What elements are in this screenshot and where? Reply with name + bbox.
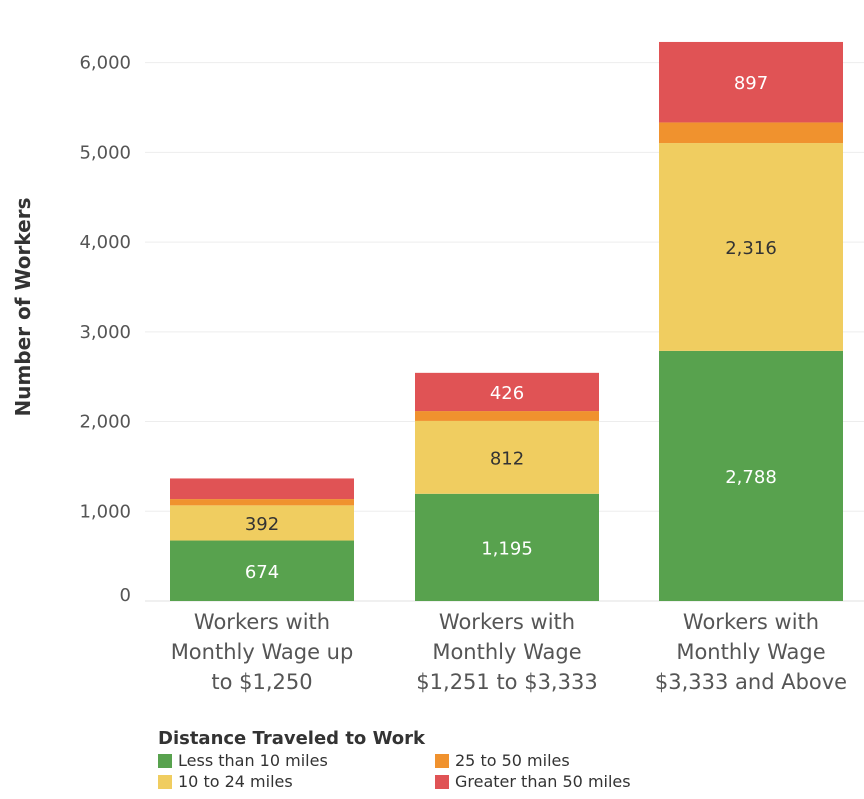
- y-tick-label: 1,000: [79, 501, 131, 522]
- bar-segment: [659, 122, 843, 144]
- bar-segment: [415, 372, 599, 412]
- legend-label: 25 to 50 miles: [455, 751, 570, 770]
- category-label: Monthly Wage up: [171, 640, 354, 664]
- data-label: 897: [734, 73, 768, 94]
- legend-label: Less than 10 miles: [178, 751, 328, 770]
- y-tick-label: 4,000: [79, 232, 131, 253]
- legend-swatch: [158, 753, 172, 768]
- legend-label: 10 to 24 miles: [178, 772, 293, 791]
- data-label: 2,788: [725, 467, 777, 488]
- bar-segment: [659, 41, 843, 123]
- y-tick-label: 2,000: [79, 412, 131, 433]
- bar-segment: [659, 143, 843, 351]
- category-label: $3,333 and Above: [655, 670, 847, 694]
- data-label: 674: [245, 562, 279, 583]
- legend: Distance Traveled to Work Less than 10 m…: [158, 728, 758, 791]
- bar-segment: [659, 350, 843, 601]
- legend-swatch: [158, 774, 172, 789]
- bar-segment: [415, 411, 599, 421]
- category-label: Workers with: [194, 610, 330, 634]
- y-tick-label: 3,000: [79, 322, 131, 343]
- bar-segment: [170, 505, 354, 541]
- legend-item: 25 to 50 miles: [435, 751, 695, 770]
- legend-swatch: [435, 774, 449, 789]
- bar-segment: [170, 499, 354, 506]
- legend-items: Less than 10 miles 25 to 50 miles 10 to 24…: [158, 751, 758, 791]
- y-tick-label: 5,000: [79, 142, 131, 163]
- stacked-bar-chart: 0 1,000 2,000 3,000 4,000 5,000 6,000 Number o…: [11, 41, 864, 694]
- x-axis-categories: Workers with Monthly Wage up to $1,250 Work…: [171, 610, 847, 694]
- data-label: 812: [490, 448, 524, 469]
- category-label: Workers with: [439, 610, 575, 634]
- legend-item: Greater than 50 miles: [435, 772, 695, 791]
- y-axis-ticks: 0 1,000 2,000 3,000 4,000 5,000 6,000: [79, 53, 131, 606]
- bars: 674 392 1,195 812 426 2,788 2,316 897: [170, 41, 843, 601]
- y-tick-label: 0: [120, 585, 131, 606]
- data-label: 392: [245, 514, 279, 535]
- bar-segment: [415, 493, 599, 601]
- bar-segment: [415, 420, 599, 494]
- data-label: 2,316: [725, 238, 777, 259]
- category-label: Monthly Wage: [432, 640, 581, 664]
- category-label: Monthly Wage: [676, 640, 825, 664]
- category-label: $1,251 to $3,333: [416, 670, 597, 694]
- category-label: to $1,250: [211, 670, 312, 694]
- data-label: 426: [490, 383, 524, 404]
- bar-segment: [170, 540, 354, 601]
- legend-item: 10 to 24 miles: [158, 772, 435, 791]
- data-label: 1,195: [481, 538, 533, 559]
- bar-segment: [170, 478, 354, 500]
- y-tick-label: 6,000: [79, 53, 131, 74]
- legend-swatch: [435, 753, 449, 768]
- category-label: Workers with: [683, 610, 819, 634]
- legend-title: Distance Traveled to Work: [158, 728, 425, 749]
- legend-label: Greater than 50 miles: [455, 772, 631, 791]
- legend-item: Less than 10 miles: [158, 751, 435, 770]
- y-axis-label: Number of Workers: [11, 198, 35, 417]
